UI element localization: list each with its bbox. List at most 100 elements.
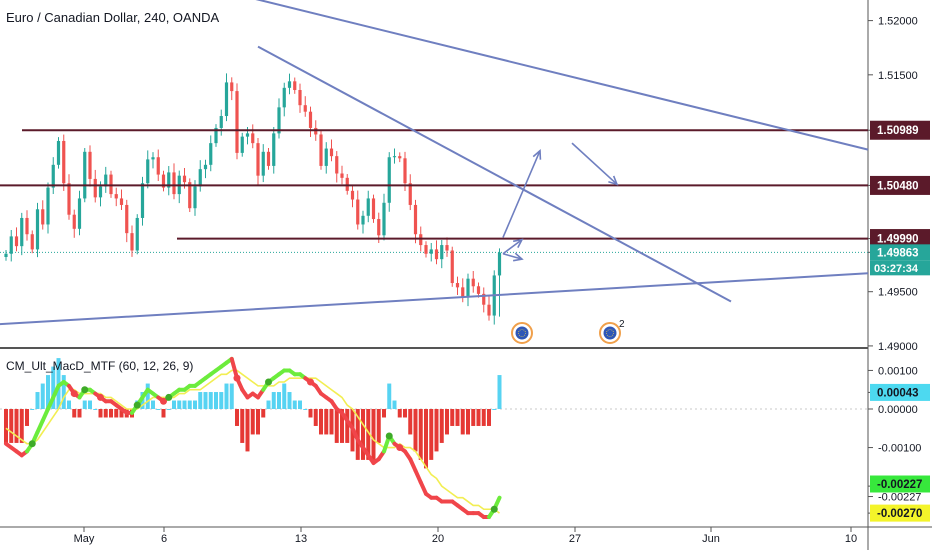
candle-body: [392, 156, 397, 158]
candle-body: [30, 234, 34, 250]
candle-body: [371, 198, 376, 220]
candle-body: [119, 198, 124, 205]
macd-cross-dot: [133, 401, 141, 409]
macd-histogram-bar: [114, 409, 119, 418]
candle-body: [419, 234, 423, 246]
macd-histogram-bar: [261, 409, 266, 418]
macd-histogram-bar: [208, 392, 213, 409]
candle-body: [461, 287, 465, 298]
candle-body: [235, 91, 239, 153]
macd-histogram-bar: [355, 409, 360, 460]
price-tag-bg: [870, 244, 930, 261]
macd-histogram-bar: [376, 409, 381, 443]
macd-cross-dot: [265, 378, 272, 386]
macd-line-segment: [35, 418, 45, 435]
macd-histogram-bar: [77, 409, 82, 418]
event-markers[interactable]: 2: [511, 319, 625, 344]
candle-body: [466, 278, 470, 298]
macd-histogram-bar: [277, 392, 281, 409]
trendlines[interactable]: [0, 0, 869, 326]
candle-body: [167, 172, 171, 188]
candle-body: [203, 164, 208, 170]
candle-body: [256, 143, 260, 176]
candle-body: [382, 202, 386, 236]
candle-body: [398, 156, 402, 159]
time-axis-label: 13: [295, 533, 307, 545]
candle-body: [293, 81, 297, 91]
macd-histogram-bar: [308, 409, 313, 418]
candle-body: [455, 283, 460, 288]
macd-histogram-bar: [460, 409, 465, 435]
time-axis-label: 10: [845, 533, 857, 545]
candle-body: [151, 157, 155, 160]
macd-histogram-bar: [429, 409, 434, 460]
macd-histogram-bar: [182, 400, 187, 409]
projection-arrows[interactable]: [502, 142, 619, 262]
candle-body: [287, 81, 292, 88]
candle-body: [62, 140, 66, 184]
candlestick-series: [4, 73, 502, 325]
macd-histogram-bar: [4, 409, 8, 443]
macd-histogram-bar: [235, 409, 239, 426]
candle-body: [135, 217, 139, 251]
candle-body: [41, 209, 45, 225]
macd-histogram-bar: [403, 409, 407, 418]
macd-cross-dot: [28, 440, 36, 448]
macd-histogram-bar: [287, 392, 292, 409]
candle-body: [198, 169, 202, 187]
indicator-title: CM_Ult_MacD_MTF (60, 12, 26, 9): [6, 359, 194, 373]
candle-body: [408, 183, 412, 205]
macd-histogram-bar: [455, 409, 460, 426]
event-marker-stars: [606, 329, 614, 337]
trendline: [257, 45, 732, 303]
event-marker-icon: [603, 326, 617, 340]
arrow-shaft: [571, 142, 618, 185]
horizontal-levels[interactable]: [0, 129, 868, 240]
candle-body: [387, 157, 391, 203]
macd-histogram-bar: [156, 409, 161, 410]
candle-body: [72, 214, 76, 229]
candle-body: [476, 286, 481, 294]
macd-histogram-bar: [450, 409, 455, 426]
candle-body: [340, 173, 344, 178]
macd-histogram-bar: [245, 409, 250, 452]
macd-histogram-bar: [434, 409, 439, 452]
candle-body: [140, 183, 145, 218]
macd-histogram-bar: [413, 409, 418, 452]
price-tag-label: 1.50989: [877, 125, 919, 137]
arrow-shaft: [502, 239, 523, 255]
candle-body: [146, 159, 150, 184]
candle-body: [319, 134, 323, 166]
trendline: [0, 272, 869, 326]
macd-histogram-bar: [371, 409, 376, 460]
macd-histogram-bar: [487, 409, 491, 426]
arrow-head: [513, 238, 524, 248]
time-axis-label: 20: [432, 533, 444, 545]
macd-histogram-bar: [392, 400, 397, 409]
event-marker-count: 2: [619, 319, 625, 330]
macd-histogram-bar: [319, 409, 323, 435]
candle-body: [172, 172, 176, 195]
price-tag-bg: [870, 383, 930, 401]
macd-histogram-bar: [271, 392, 276, 409]
candle-body: [188, 182, 192, 209]
candle-body: [93, 178, 97, 198]
time-axis-label: 6: [161, 533, 167, 545]
macd-histogram-bar: [382, 409, 386, 418]
price-axis-label: 1.52000: [878, 16, 918, 28]
macd-axis-label: -0.00100: [878, 443, 921, 455]
macd-histogram-bar: [40, 383, 45, 409]
macd-histogram-bar: [177, 400, 182, 409]
macd-histogram-bar: [497, 375, 502, 409]
macd-histogram-bar: [345, 409, 350, 443]
macd-histogram-bar: [476, 409, 481, 426]
arrow-head: [512, 252, 524, 262]
macd-histogram-bar: [329, 409, 334, 435]
candle-body: [361, 215, 365, 225]
candle-body: [345, 177, 349, 191]
macd-histogram-bar: [298, 400, 302, 409]
macd-histogram-bar: [30, 409, 35, 410]
candle-body: [109, 174, 113, 195]
